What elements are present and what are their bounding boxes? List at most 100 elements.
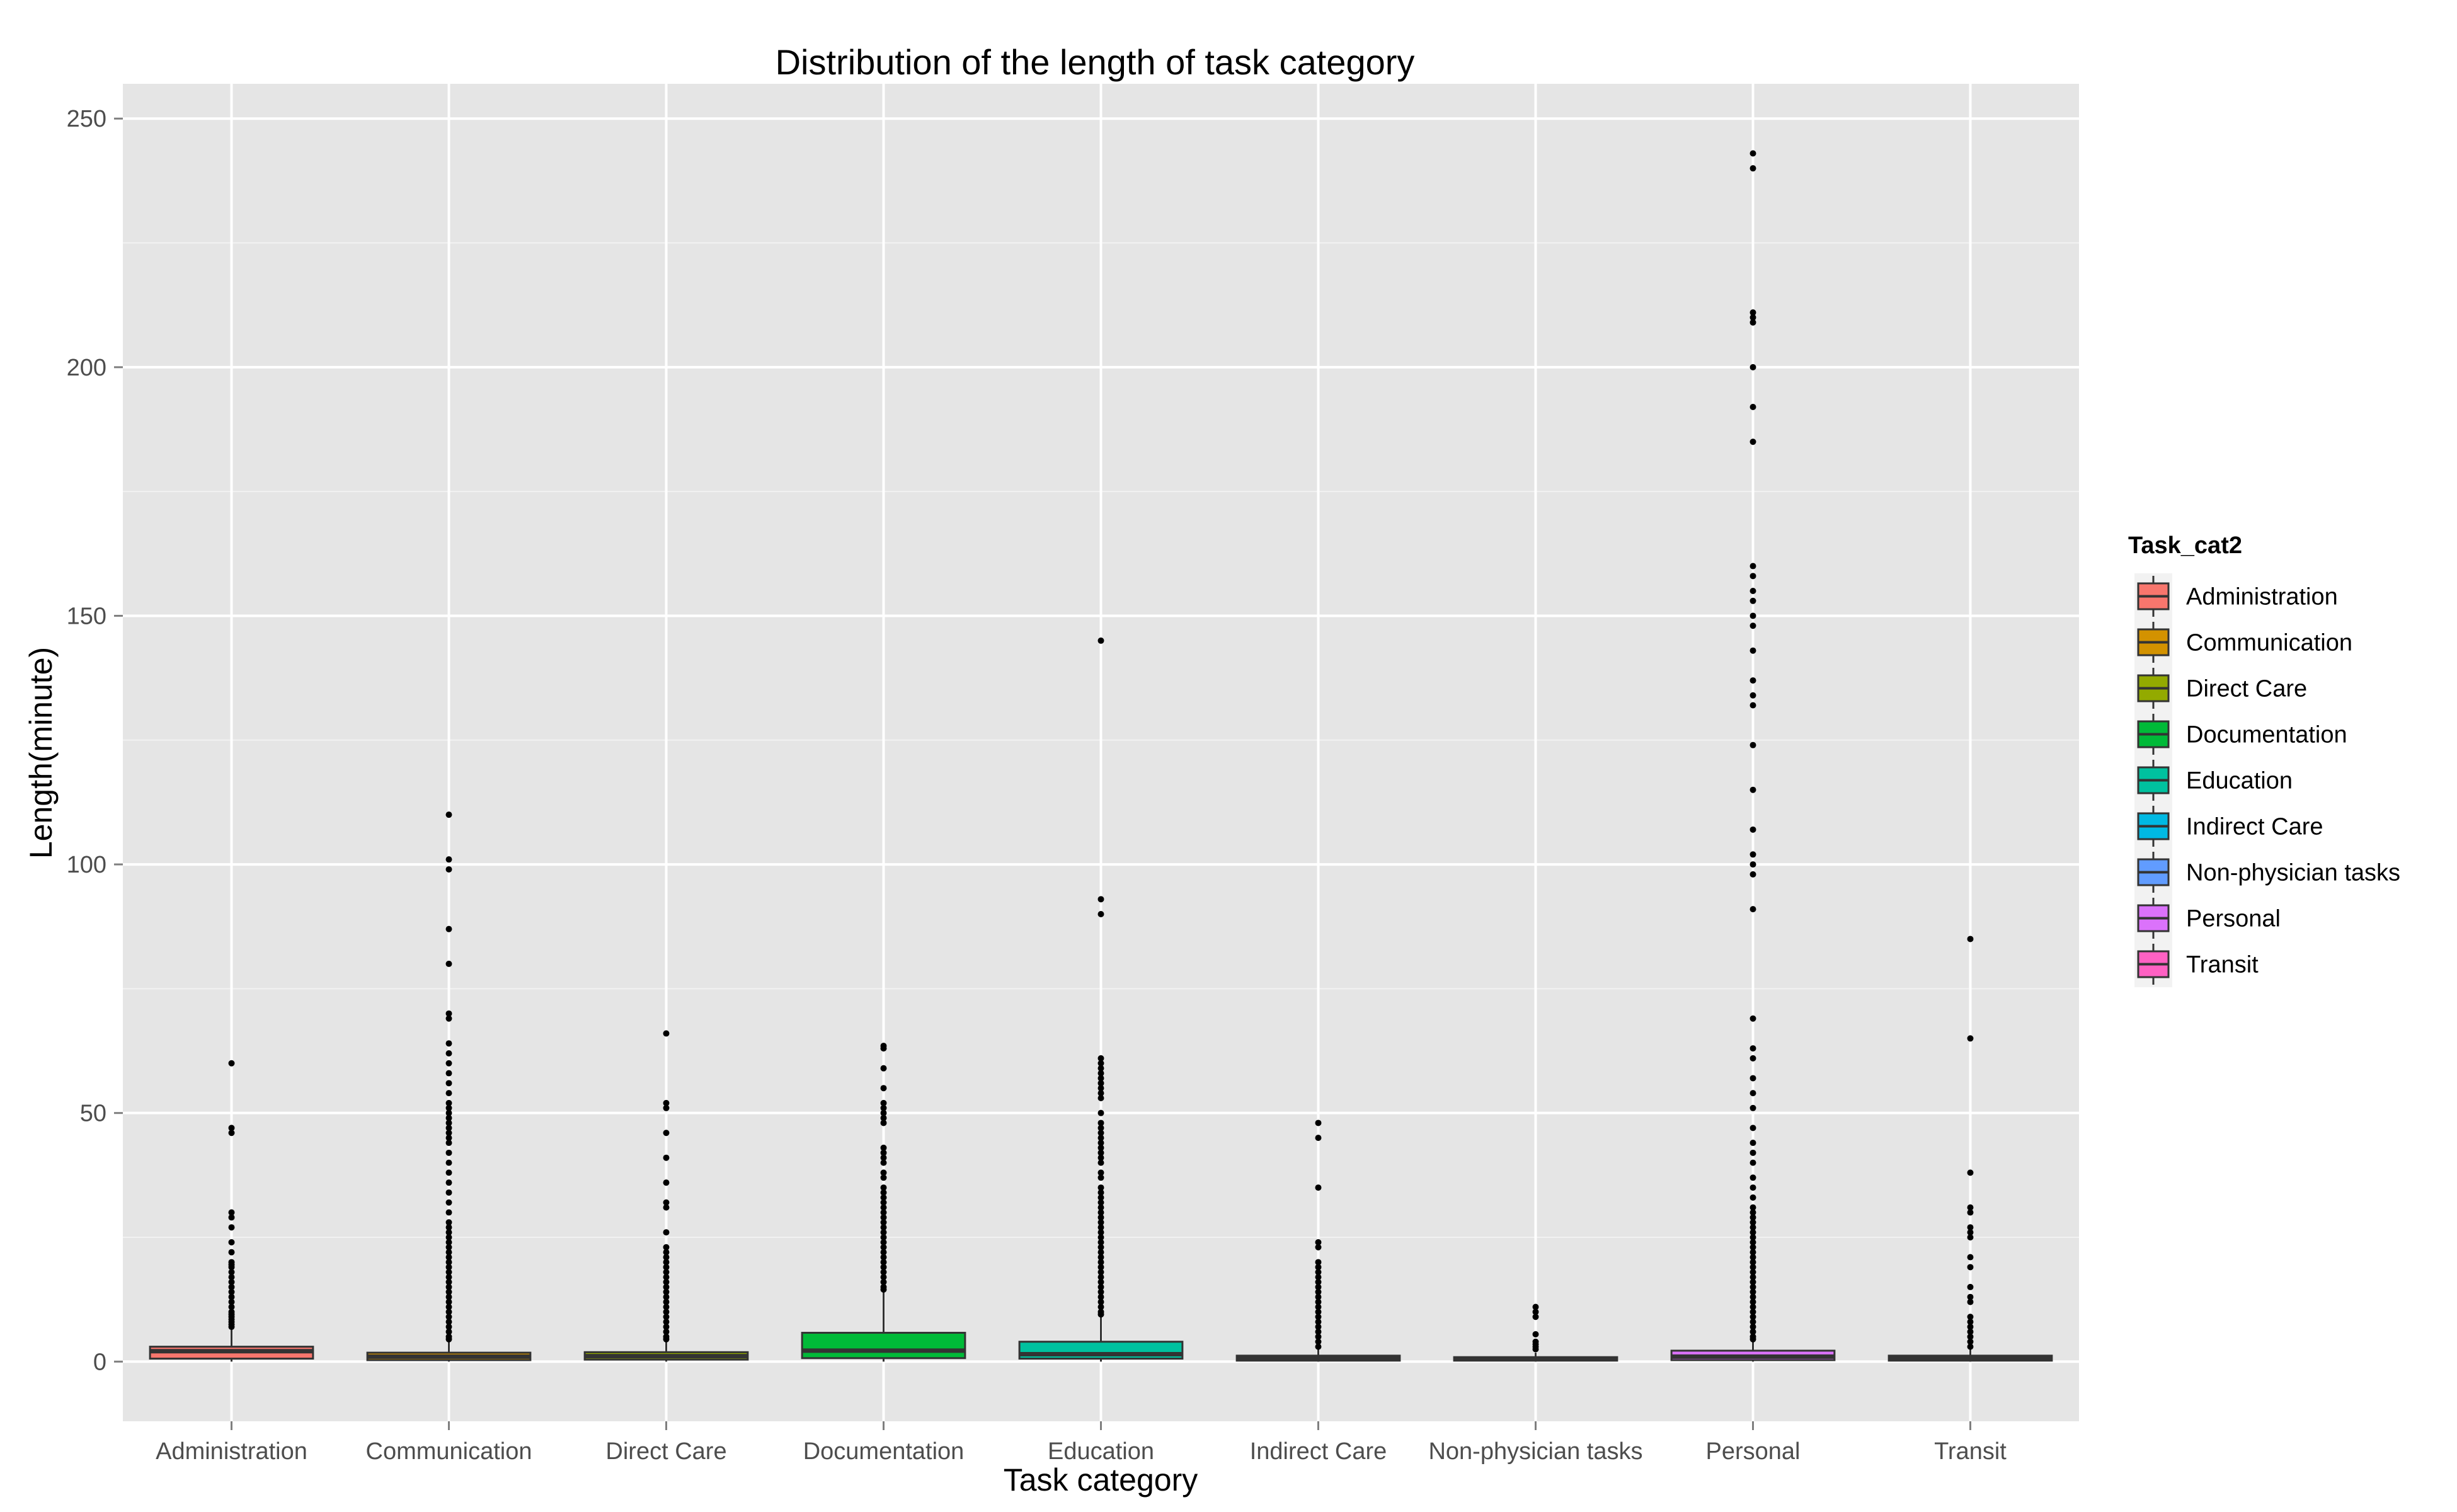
y-tick-label: 100 [67, 852, 106, 878]
outlier-point [1532, 1303, 1539, 1310]
outlier-point [1097, 637, 1104, 644]
outlier-point [1750, 1045, 1756, 1052]
outlier-point [1750, 403, 1756, 410]
outlier-point [1750, 1298, 1756, 1305]
outlier-point [445, 1169, 452, 1176]
outlier-point [445, 1264, 452, 1271]
chart-title: Distribution of the length of task categ… [776, 42, 1415, 82]
outlier-point [445, 1259, 452, 1266]
outlier-point [1750, 1104, 1756, 1111]
outlier-point [445, 1130, 452, 1137]
outlier-point [445, 1040, 452, 1047]
outlier-point [1750, 692, 1756, 699]
outlier-point [445, 1283, 452, 1290]
legend-item: Direct Care [2134, 665, 2307, 711]
y-axis-title: Length(minute) [23, 647, 59, 859]
x-tick-label: Communication [366, 1438, 532, 1465]
box-education [1018, 637, 1184, 1362]
outlier-point [445, 1328, 452, 1335]
outlier-point [663, 1244, 670, 1251]
outlier-point [880, 1114, 887, 1121]
outlier-point [880, 1224, 887, 1231]
outlier-point [1967, 936, 1974, 942]
outlier-point [880, 1254, 887, 1261]
outlier-point [880, 1189, 887, 1196]
outlier-point [1750, 438, 1756, 445]
outlier-point [1097, 1184, 1104, 1191]
outlier-point [445, 856, 452, 863]
outlier-point [445, 1254, 452, 1261]
outlier-point [445, 1135, 452, 1142]
outlier-point [1750, 1269, 1756, 1276]
outlier-point [445, 1120, 452, 1126]
outlier-point [228, 1298, 235, 1305]
outlier-point [445, 925, 452, 932]
outlier-point [1097, 1274, 1104, 1281]
x-tick-label: Documentation [803, 1438, 965, 1465]
outlier-point [1315, 1309, 1322, 1315]
outlier-point [1097, 1060, 1104, 1067]
outlier-point [880, 1214, 887, 1221]
legend-item: Administration [2134, 573, 2338, 619]
outlier-point [1750, 1283, 1756, 1290]
y-tick-label: 250 [67, 106, 106, 132]
outlier-point [445, 1060, 452, 1067]
outlier-point [880, 1120, 887, 1126]
outlier-point [228, 1279, 235, 1286]
outlier-point [1097, 1090, 1104, 1097]
legend-label: Documentation [2186, 722, 2347, 748]
outlier-point [1097, 1254, 1104, 1261]
outlier-point [445, 1209, 452, 1216]
legend-item: Non-physician tasks [2134, 849, 2400, 895]
outlier-point [1097, 896, 1104, 903]
outlier-point [880, 1149, 887, 1156]
outlier-point [1967, 1328, 1974, 1335]
legend-label: Non-physician tasks [2186, 860, 2400, 886]
outlier-point [228, 1303, 235, 1310]
outlier-point [1967, 1333, 1974, 1340]
outlier-point [1097, 1234, 1104, 1240]
outlier-point [663, 1279, 670, 1286]
outlier-point [1967, 1343, 1974, 1350]
box-direct-care [583, 1030, 749, 1362]
outlier-point [1097, 1298, 1104, 1305]
outlier-point [880, 1204, 887, 1211]
outlier-point [1097, 1055, 1104, 1062]
outlier-point [1097, 1229, 1104, 1236]
outlier-point [663, 1269, 670, 1276]
legend-label: Personal [2186, 906, 2281, 932]
x-tick-label: Administration [156, 1438, 307, 1465]
outlier-point [1967, 1169, 1974, 1176]
outlier-point [1315, 1269, 1322, 1276]
outlier-point [663, 1249, 670, 1256]
x-tick-label: Personal [1706, 1438, 1801, 1465]
outlier-point [1967, 1229, 1974, 1236]
outlier-point [445, 1314, 452, 1320]
outlier-point [1097, 1135, 1104, 1142]
outlier-point [1750, 1214, 1756, 1221]
outlier-point [445, 1070, 452, 1077]
outlier-point [880, 1109, 887, 1116]
outlier-point [1967, 1224, 1974, 1231]
outlier-point [663, 1264, 670, 1271]
outlier-point [1750, 1324, 1756, 1331]
outlier-point [445, 1149, 452, 1156]
outlier-point [1750, 1015, 1756, 1022]
outlier-point [1097, 1095, 1104, 1102]
outlier-point [1750, 1219, 1756, 1226]
outlier-point [1750, 563, 1756, 570]
legend-item: Communication [2134, 619, 2352, 665]
outlier-point [1532, 1331, 1539, 1337]
outlier-point [1097, 1311, 1104, 1318]
outlier-point [445, 1239, 452, 1246]
outlier-point [1750, 1234, 1756, 1240]
outlier-point [445, 1219, 452, 1226]
outlier-point [880, 1099, 887, 1106]
legend-label: Education [2186, 768, 2293, 794]
outlier-point [880, 1279, 887, 1286]
outlier-point [1315, 1319, 1322, 1326]
legend-item: Transit [2134, 941, 2259, 987]
outlier-point [445, 1269, 452, 1276]
outlier-point [1097, 1080, 1104, 1087]
y-tick-label: 150 [67, 603, 106, 629]
